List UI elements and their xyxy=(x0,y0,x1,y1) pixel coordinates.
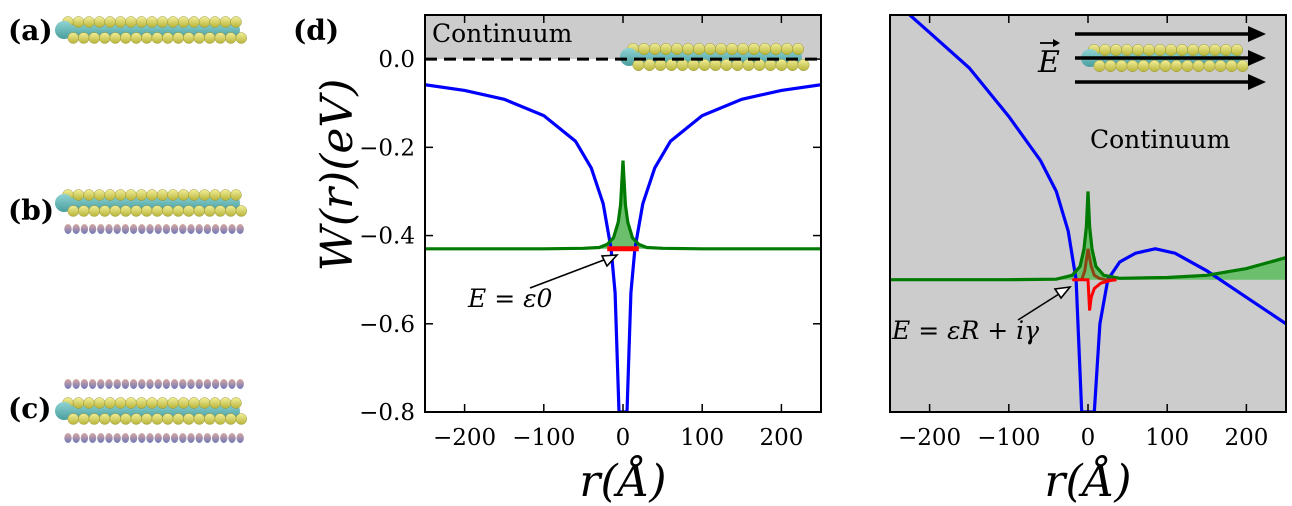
x-tick-label: 0 xyxy=(1081,425,1096,451)
structure-c-image xyxy=(55,379,247,443)
x-tick-label: 0 xyxy=(616,425,631,451)
y-tick-label: −0.4 xyxy=(359,224,415,250)
panel-label-a: (a) xyxy=(8,14,53,47)
x-tick-label: 100 xyxy=(1145,425,1189,451)
x-tick-label: −100 xyxy=(512,425,575,451)
annotation-arrowhead-right xyxy=(1053,285,1072,300)
continuum-label-right: Continuum xyxy=(1090,125,1231,154)
y-tick-label: −0.6 xyxy=(359,312,415,338)
resonance-density-fill xyxy=(890,191,1286,280)
field-arrows xyxy=(1075,26,1266,90)
structure-b-image xyxy=(55,189,247,234)
x-axis-title-d: r(Å) xyxy=(579,454,666,506)
field-arrowhead-3 xyxy=(1248,74,1266,90)
imaginary-part-line xyxy=(1072,278,1117,311)
monolayer-inset-right xyxy=(1081,44,1249,72)
vector-arrow-head xyxy=(1053,39,1060,47)
x-tick-label: −100 xyxy=(977,425,1040,451)
potential-line-d xyxy=(425,83,821,412)
annotation-arrowhead-d xyxy=(600,254,619,268)
axes-d: −200 −100 0 100 200 0.0 −0.2 −0.4 −0.6 −0.8 xyxy=(359,14,822,451)
field-arrowhead-2 xyxy=(1248,50,1266,66)
monolayer-inset-d xyxy=(620,43,810,71)
y-axis-title: W(r)(eV) xyxy=(312,79,363,272)
y-tick-label: 0.0 xyxy=(378,47,415,73)
chart-d: Continuum −200 −100 0 100 200 0.0 −0.2 −0.4 −0.6… xyxy=(312,14,822,506)
panel-label-b: (b) xyxy=(8,194,54,227)
x-tick-label: −200 xyxy=(433,425,496,451)
annotation-right: E = εR + iγ xyxy=(891,285,1072,345)
continuum-label-d: Continuum xyxy=(432,19,573,48)
state-density-line-d xyxy=(425,160,821,251)
x-tick-label: 100 xyxy=(680,425,724,451)
y-tick-label: −0.2 xyxy=(359,135,415,161)
field-label: E xyxy=(1037,39,1060,80)
annotation-d: E = ε0 xyxy=(467,254,619,313)
chart-right: Continuum E −200 −100 0 100 200 E = εR + iγ xyxy=(889,14,1287,506)
state-density-fill-d xyxy=(425,160,821,249)
panel-label-c: (c) xyxy=(8,392,52,425)
field-arrowhead-1 xyxy=(1248,26,1266,42)
panel-label-d: (d) xyxy=(293,14,339,47)
x-tick-label: 200 xyxy=(759,425,803,451)
annotation-text-d: E = ε0 xyxy=(467,284,553,313)
y-tick-label: −0.8 xyxy=(359,400,415,426)
x-tick-label: 200 xyxy=(1224,425,1268,451)
x-tick-label: −200 xyxy=(898,425,961,451)
x-axis-title-right: r(Å) xyxy=(1044,454,1131,506)
field-label-text: E xyxy=(1037,45,1060,80)
annotation-text-right: E = εR + iγ xyxy=(891,316,1039,345)
resonance-density-line xyxy=(890,191,1286,282)
potential-line-right xyxy=(908,15,1286,412)
structure-a-image xyxy=(55,16,247,44)
annotation-arrow-d xyxy=(529,254,618,289)
real-part-line xyxy=(1080,248,1114,282)
axes-right: −200 −100 0 100 200 xyxy=(889,14,1287,451)
